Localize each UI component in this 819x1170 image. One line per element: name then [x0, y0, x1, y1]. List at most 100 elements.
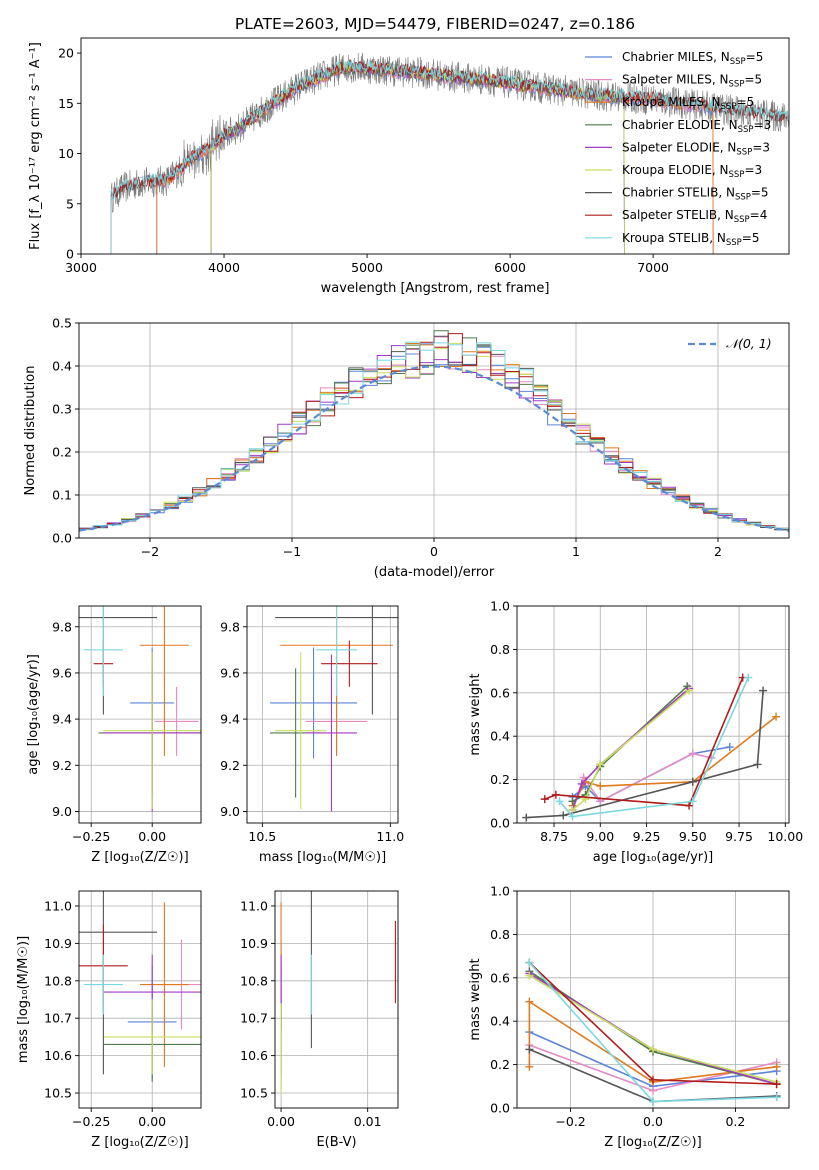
weight-marker	[772, 1080, 781, 1089]
y-tick-label: 0.0	[52, 531, 72, 546]
y-tick-label: 0.4	[490, 1014, 510, 1029]
legend-entry: 𝒩(0, 1)	[726, 336, 772, 351]
y-tick-label: 9.8	[52, 619, 72, 634]
y-tick-label: 9.4	[220, 712, 240, 727]
axes-frame	[516, 605, 790, 824]
axes-frame	[78, 890, 202, 1109]
legend-entry: Chabrier STELIB, NSSP=5	[622, 186, 769, 203]
y-tick-label: 1.0	[490, 884, 510, 899]
legend-entry: Salpeter STELIB, NSSP=4	[622, 208, 767, 225]
weight-marker	[596, 782, 605, 791]
weight-marker	[551, 790, 560, 799]
y-tick-label: 1.0	[490, 599, 510, 614]
y-tick-label: 10.7	[44, 1011, 72, 1026]
y-tick-label: 5	[66, 196, 74, 211]
plot-content	[270, 606, 398, 812]
y-tick-label: 0.2	[490, 1057, 510, 1072]
weight-marker	[688, 797, 697, 806]
x-tick-label: 0.0	[643, 1114, 663, 1129]
mass-vs-extinction-panel: 0.00 0.01 10.5 10.6 10.7 10.8 10.9 11.0 E(B-V)	[240, 890, 399, 1150]
x-tick-label: 0.01	[354, 1114, 382, 1129]
x-tick-label: −1	[283, 544, 301, 559]
y-tick-label: 10.8	[240, 973, 268, 988]
y-tick-label: 9.2	[220, 758, 240, 773]
legend-entry: Chabrier MILES, NSSP=5	[622, 50, 763, 67]
plot-content	[280, 891, 396, 1094]
weight-marker	[649, 1075, 657, 1084]
y-tick-label: 9.6	[52, 665, 72, 680]
weight-marker	[688, 777, 697, 786]
y-tick-label: 10	[58, 146, 74, 161]
y-tick-label: 0.6	[490, 970, 510, 985]
weight-marker	[725, 743, 734, 752]
weight-line	[544, 677, 744, 807]
y-tick-label: 10.5	[240, 1086, 268, 1101]
y-axis-label: mass weight	[468, 958, 483, 1040]
x-tick-label: 5000	[351, 260, 383, 275]
y-axis-label: mass weight	[468, 673, 483, 755]
x-axis-label: Z [log₁₀(Z/Z☉)]	[91, 850, 188, 865]
y-tick-label: 0.1	[52, 488, 72, 503]
y-tick-label: 10.9	[240, 936, 268, 951]
plot-content	[79, 606, 201, 812]
weight-line	[558, 677, 750, 818]
plot-content	[79, 891, 201, 1082]
y-tick-label: 0.3	[52, 402, 72, 417]
weight-line	[528, 1000, 777, 1083]
x-tick-label: 3000	[65, 260, 97, 275]
weight-marker	[555, 797, 564, 806]
weight-marker	[525, 958, 534, 967]
legend-entry: Kroupa MILES, NSSP=5	[622, 95, 754, 112]
x-axis-label: E(B-V)	[316, 1135, 356, 1150]
residual-histogram-panel: −2 −1 0 1 2 0.0 0.1 0.2 0.3 0.4 0.5 (data-model)/er…	[23, 316, 790, 580]
axes-frame	[274, 890, 399, 1109]
x-tick-label: 1	[572, 544, 580, 559]
y-tick-label: 10.6	[240, 1048, 268, 1063]
weight-marker	[525, 1045, 534, 1054]
x-tick-label: 0	[430, 544, 438, 559]
x-tick-label: −2	[141, 544, 159, 559]
weight-marker	[772, 1062, 781, 1071]
spectrum-panel: 3000 4000 5000 6000 7000 0 5 10 15 20 wavelength […	[28, 37, 790, 296]
y-tick-label: 0.0	[490, 816, 510, 831]
y-tick-label: 10.7	[240, 1011, 268, 1026]
x-tick-label: −0.25	[72, 829, 110, 844]
x-tick-label: 8.75	[540, 829, 568, 844]
x-tick-label: 0.00	[138, 829, 166, 844]
x-tick-label: −0.2	[555, 1114, 585, 1129]
x-tick-label: 10.5	[248, 829, 276, 844]
weight-marker	[559, 811, 568, 820]
y-tick-label: 0.4	[490, 729, 510, 744]
x-axis-label: Z [log₁₀(Z/Z☉)]	[91, 1135, 188, 1150]
axes-frame	[80, 37, 790, 255]
weight-marker	[596, 760, 605, 769]
y-tick-label: 0	[66, 247, 74, 262]
x-tick-label: 9.25	[633, 829, 661, 844]
weight-line	[571, 689, 690, 811]
x-axis-label: mass [log₁₀(M/M☉)]	[259, 850, 386, 865]
x-axis-label: Z [log₁₀(Z/Z☉)]	[604, 1135, 701, 1150]
weight-marker	[685, 801, 694, 810]
y-axis-label: mass [log₁₀(M/M☉)]	[16, 936, 31, 1063]
x-tick-label: −0.25	[72, 1114, 110, 1129]
x-tick-label: 10.00	[767, 829, 803, 844]
mass-vs-metallicity-panel: −0.25 0.00 10.5 10.6 10.7 10.8 10.9 11.0 Z [log₁…	[16, 890, 202, 1150]
y-tick-label: 9.8	[220, 619, 240, 634]
x-tick-label: 4000	[208, 260, 240, 275]
weight-marker	[759, 686, 768, 695]
y-tick-label: 15	[58, 96, 74, 111]
y-tick-label: 9.0	[220, 804, 240, 819]
y-axis-label: age [log₁₀(age/yr)]	[26, 654, 41, 775]
weight-marker	[649, 1097, 657, 1106]
model-spectrum-line	[110, 59, 789, 254]
y-tick-label: 0.8	[490, 927, 510, 942]
y-tick-label: 11.0	[44, 898, 72, 913]
x-tick-label: 11.0	[376, 829, 404, 844]
mass-weight-vs-age-panel: 8.75 9.00 9.25 9.50 9.75 10.00 0.0 0.2 0.4 0.6 0.8…	[468, 599, 803, 866]
age-vs-mass-panel: 10.5 11.0 9.0 9.2 9.4 9.6 9.8 mass [log₁₀(M/M☉)…	[220, 605, 404, 865]
x-tick-label: 0.2	[725, 1114, 745, 1129]
normal-distribution-curve	[79, 365, 789, 532]
age-vs-metallicity-panel: −0.25 0.00 9.0 9.2 9.4 9.6 9.8 Z [log₁₀(Z/Z☉)] a…	[26, 605, 202, 865]
weight-marker	[522, 813, 531, 822]
